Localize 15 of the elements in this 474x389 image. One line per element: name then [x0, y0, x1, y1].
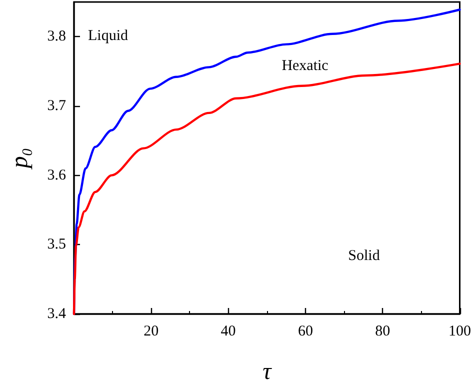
x-tick-label: 60 [298, 324, 313, 340]
x-tick-label: 80 [375, 324, 390, 340]
x-tick-label: 40 [220, 324, 236, 340]
y-tick-label: 3.5 [47, 236, 66, 253]
y-tick-label: 3.8 [47, 28, 66, 45]
annotation: Hexatic [282, 58, 329, 74]
y-tick-label: 3.4 [47, 306, 66, 322]
y-tick-label: 3.6 [47, 167, 66, 184]
x-tick-label: 20 [144, 324, 159, 340]
y-axis-title: p₀ [7, 148, 33, 170]
x-axis-title: τ [262, 359, 273, 385]
annotation: Liquid [88, 28, 128, 44]
y-tick-label: 3.7 [47, 98, 66, 114]
annotation: Solid [348, 248, 380, 264]
x-tick-label: 100 [448, 324, 471, 340]
